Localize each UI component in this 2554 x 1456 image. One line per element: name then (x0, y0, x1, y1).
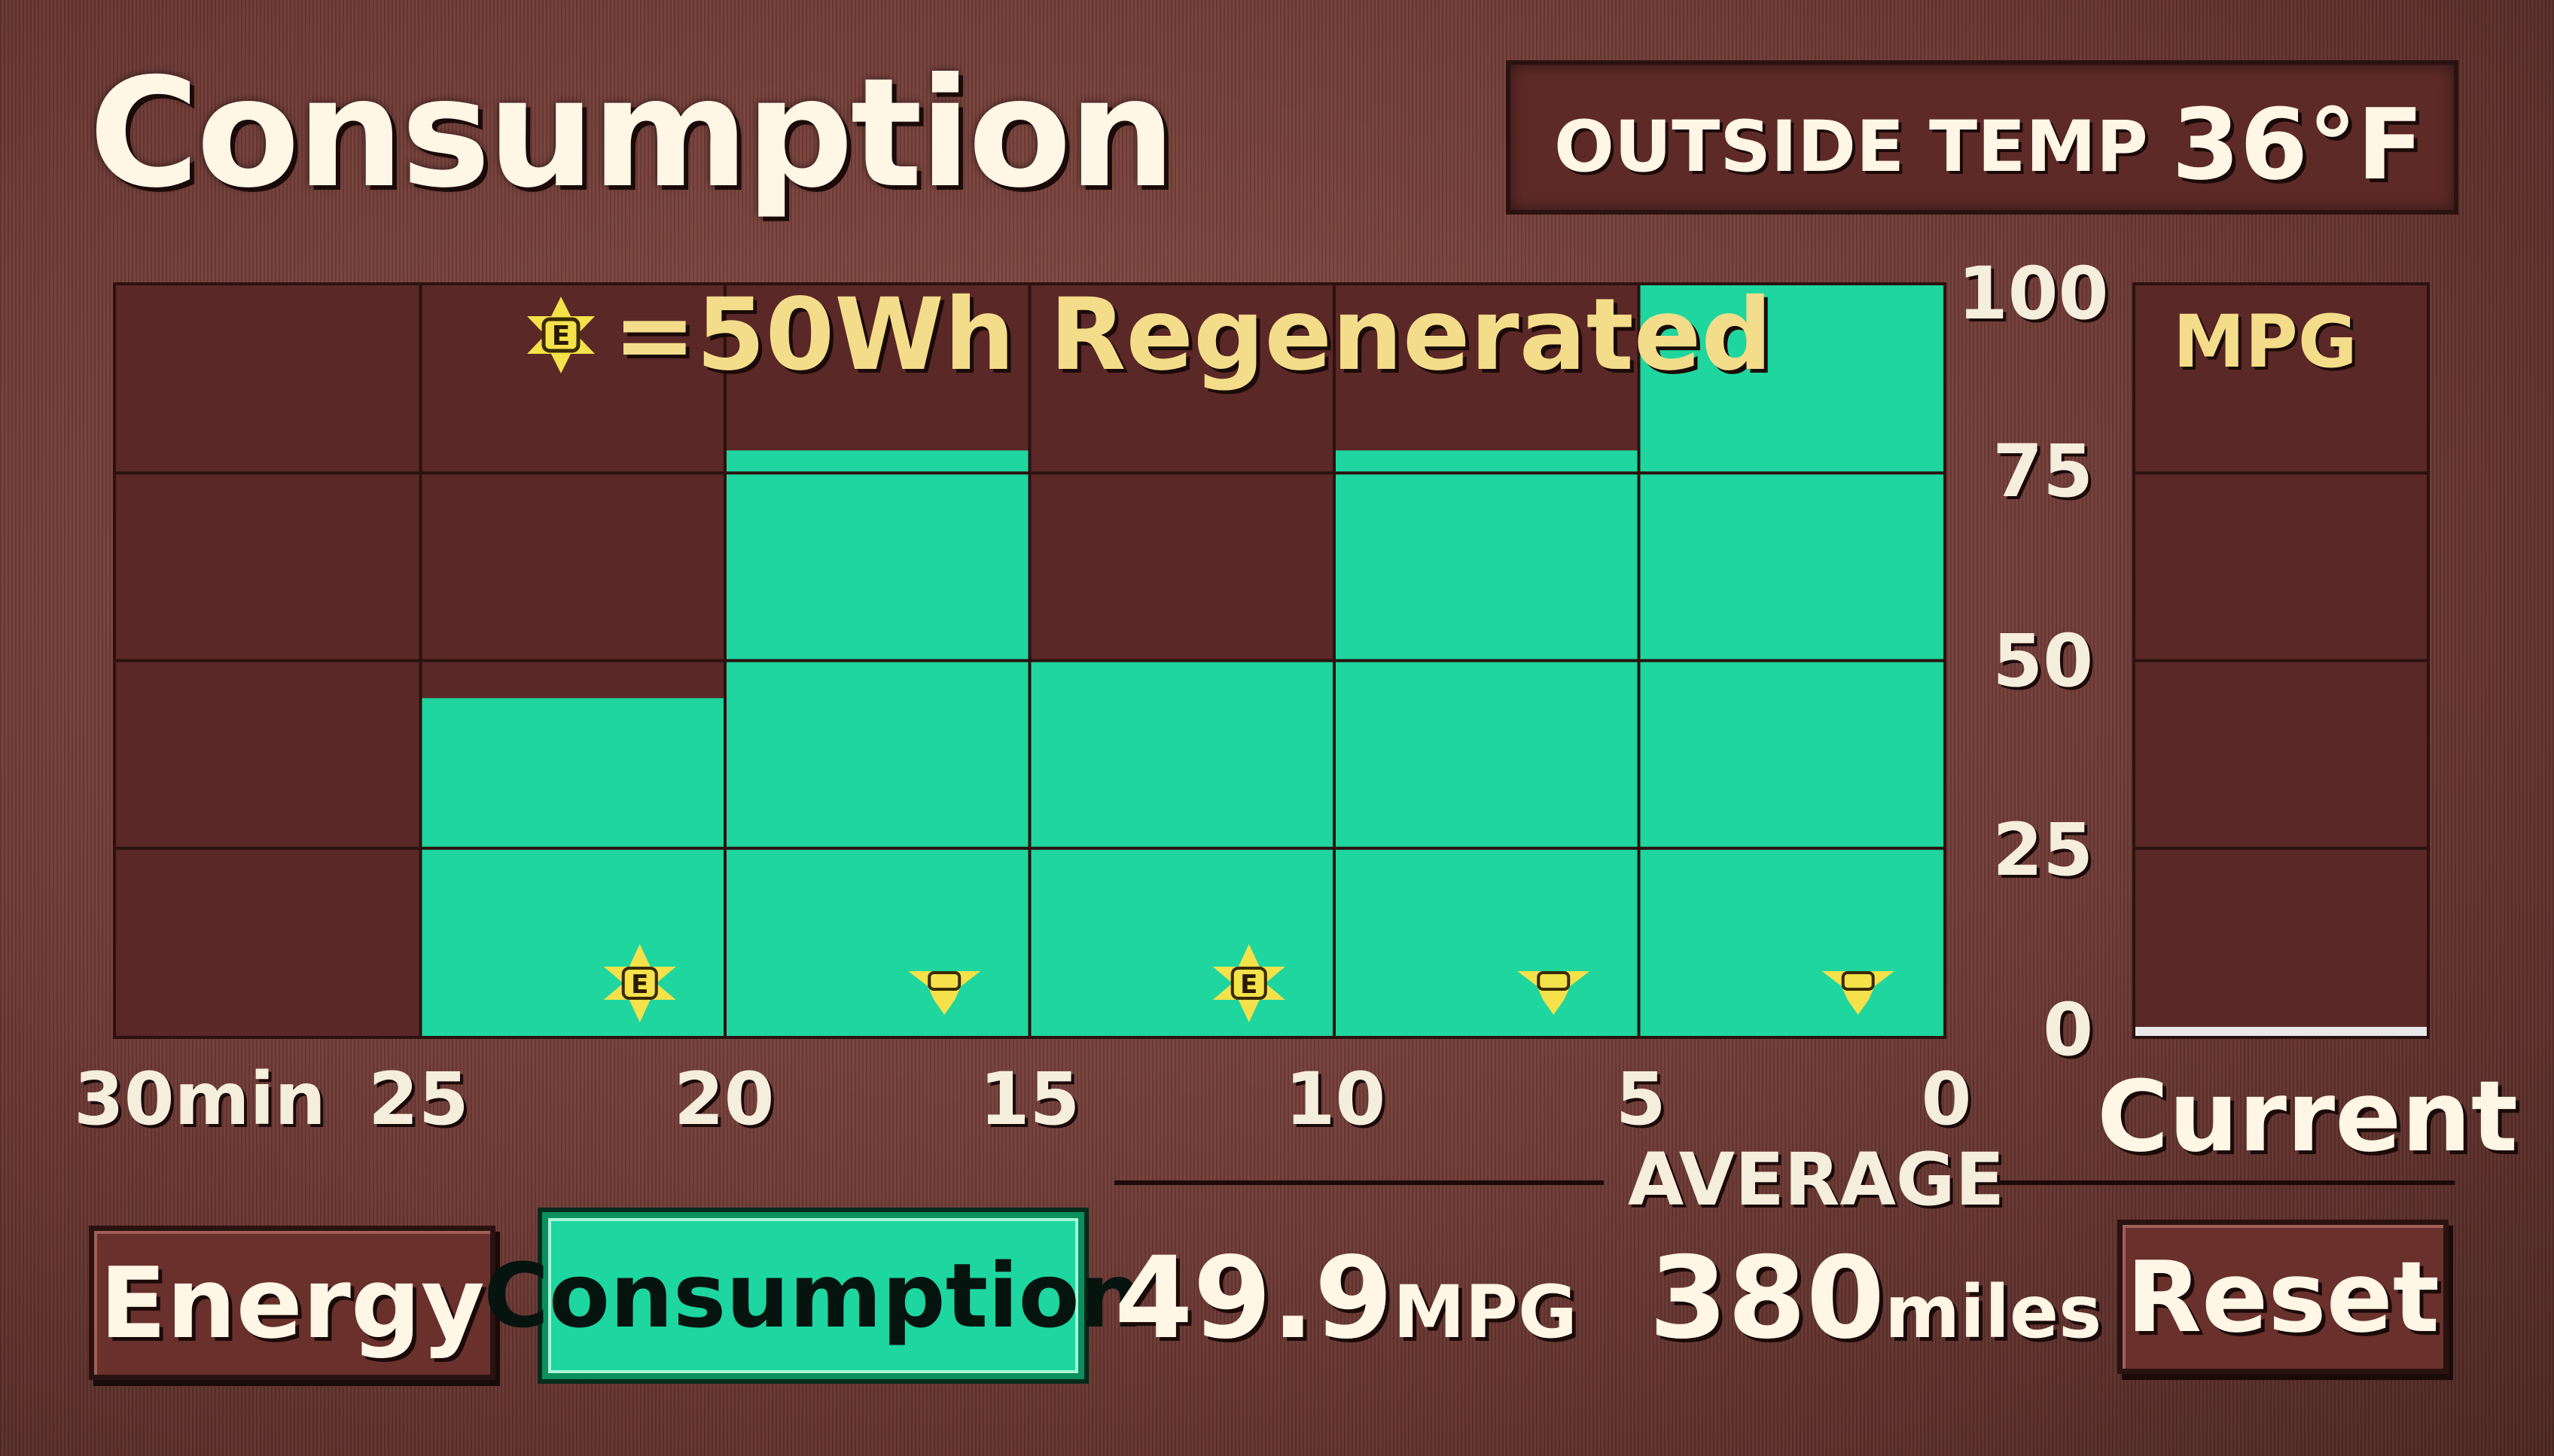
regen-e-icon: E (527, 297, 595, 373)
regen-icon-3: E (1212, 944, 1285, 1022)
x-tick-label: 10 (1285, 1057, 1386, 1141)
x-tick-label: 20 (673, 1057, 775, 1141)
current-label: Current (2097, 1059, 2519, 1174)
regen-legend: E =50Wh Regenerated (520, 282, 1772, 388)
average-divider-left (1114, 1180, 1604, 1185)
consumption-bar-4 (1334, 450, 1639, 1036)
y-tick-label: 100 (1958, 251, 2109, 336)
consumption-bar-2 (725, 450, 1030, 1036)
average-distance-readout: 380miles (1649, 1235, 2101, 1376)
regen-icon-1: E (603, 944, 676, 1022)
regen-icon-5 (1821, 971, 1894, 1015)
y-tick-label: 25 (1992, 807, 2093, 892)
x-tick-label: 5 (1615, 1057, 1666, 1141)
regen-legend-text: =50Wh Regenerated (613, 277, 1772, 393)
x-tick-label: 0 (1921, 1057, 1972, 1141)
average-mpg-unit: MPG (1393, 1270, 1577, 1354)
average-miles-value: 380 (1649, 1233, 1885, 1364)
page-title: Consumption (89, 46, 1175, 221)
average-mpg-readout: 49.9MPG (1114, 1235, 1577, 1376)
svg-text:E: E (552, 321, 571, 352)
average-miles-unit: miles (1885, 1270, 2102, 1354)
svg-text:E: E (1240, 970, 1257, 1000)
consumption-bar-1 (420, 698, 725, 1036)
average-label: AVERAGE (1628, 1138, 2005, 1222)
energy-button[interactable]: Energy (89, 1226, 495, 1380)
x-tick-label: 25 (368, 1057, 469, 1141)
average-mpg-value: 49.9 (1114, 1233, 1394, 1364)
y-tick-label: 75 (1992, 429, 2093, 514)
current-mpg-baseline (2135, 1027, 2427, 1036)
mpg-label: MPG (2173, 300, 2357, 384)
y-tick-label: 0 (2043, 988, 2093, 1072)
regen-icon-2 (908, 971, 981, 1015)
consumption-button[interactable]: Consumption (483, 1212, 1143, 1379)
outside-temp-panel: OUTSIDE TEMP 36°F (1506, 60, 2458, 215)
regen-icon-4 (1517, 971, 1590, 1015)
x-tick-label: 30min (74, 1057, 326, 1141)
current-mpg-grid (2135, 471, 2427, 1036)
reset-button[interactable]: Reset (2117, 1220, 2449, 1374)
current-mpg-panel: MPG (2132, 282, 2430, 1039)
average-divider-right (1973, 1180, 2455, 1185)
outside-temp-value: 36°F (2172, 87, 2424, 202)
x-tick-label: 15 (979, 1057, 1080, 1141)
y-tick-label: 50 (1992, 618, 2093, 703)
svg-text:E: E (631, 970, 648, 1000)
outside-temp-label: OUTSIDE TEMP (1554, 106, 2148, 188)
